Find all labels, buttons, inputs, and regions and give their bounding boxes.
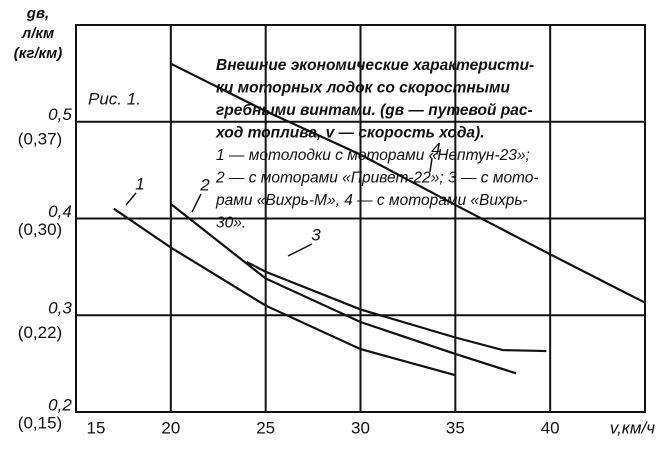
x-tick-label: 35 — [446, 418, 465, 437]
caption-line: 1 — мотолодки с моторами «Нептун-23»; — [216, 147, 530, 164]
x-tick-label: 25 — [256, 418, 275, 437]
y2-tick-label: (0,15) — [18, 413, 62, 432]
series-label: 2 — [199, 175, 210, 194]
series-label: 4 — [431, 139, 440, 158]
y-axis-label: (кг/км) — [14, 45, 62, 62]
leader-line — [125, 192, 137, 206]
series-line — [170, 62, 646, 304]
series-label: 1 — [135, 174, 144, 193]
y-axis-label: л/км — [21, 25, 54, 42]
y2-tick-label: (0,37) — [18, 130, 62, 149]
y2-tick-label: (0,22) — [18, 323, 62, 342]
caption-line: ход топлива, v — скорость хода). — [215, 125, 485, 142]
y-tick-label: 0,5 — [48, 105, 72, 124]
leader-line — [191, 193, 202, 213]
leader-line — [429, 157, 433, 173]
series-line — [113, 207, 456, 377]
y-tick-label: 0,3 — [48, 299, 72, 318]
series-line — [246, 261, 547, 353]
caption-line: 30». — [216, 215, 246, 232]
series-label: 3 — [311, 225, 321, 244]
x-axis-label: v,км/ч — [610, 418, 655, 437]
y-tick-label: 0,2 — [48, 395, 72, 414]
caption-line: ки моторных лодок со скоростными — [216, 80, 510, 97]
caption-line: рами «Вихрь-М», 4 — с моторами «Вихрь- — [215, 192, 528, 209]
y-axis-label: gв, — [26, 5, 49, 22]
caption-line: 2 — с моторами «Привет-22»; 3 — с мото- — [215, 170, 539, 187]
leader-line — [287, 243, 313, 257]
caption-line: гребными винтами. (gв — путевой рас- — [216, 102, 533, 119]
plot-frame — [75, 24, 646, 413]
caption-line: Внешние экономические характеристи- — [216, 57, 534, 74]
x-tick-label: 40 — [541, 418, 560, 437]
y2-tick-label: (0,30) — [18, 220, 62, 239]
figure-label: Рис. 1. — [88, 89, 141, 108]
x-tick-label: 20 — [161, 418, 180, 437]
y-tick-label: 0,4 — [48, 202, 72, 221]
series-line — [170, 203, 517, 375]
x-tick-label: 15 — [87, 418, 106, 437]
x-tick-label: 30 — [351, 418, 370, 437]
